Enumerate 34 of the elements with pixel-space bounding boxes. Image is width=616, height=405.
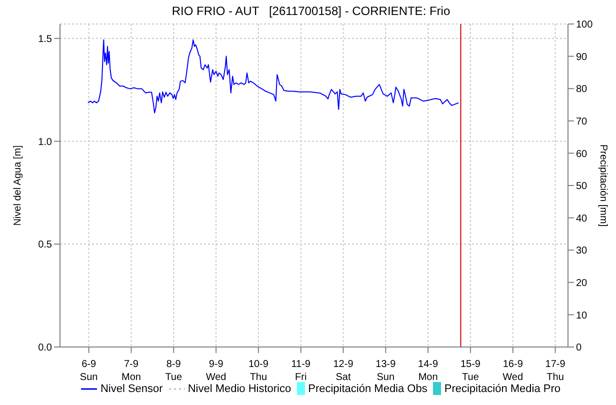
legend-label: Precipitación Media Obs [307, 382, 428, 395]
x-tick-label: 6-9 Sun [80, 359, 98, 383]
x-tick-label: 7-9 Mon [122, 359, 141, 383]
x-tick-label: 11-9 Fri [291, 359, 311, 383]
x-tick-label: 12-9 Sat [333, 359, 354, 383]
y2-tick-label: 20 [576, 278, 588, 289]
chart-title: RIO FRIO - AUT [2611700158] - CORRIENTE: Frio [170, 4, 452, 18]
legend-label: Precipitación Media Pro [443, 382, 561, 395]
y2-tick-label: 80 [576, 84, 588, 96]
x-tick-label: 9-9 Wed [206, 359, 226, 383]
x-tick-label: 8-9 Tue [165, 359, 182, 383]
y-tick-label: 1.5 [38, 34, 52, 45]
x-tick-label: 17-9 Thu [545, 359, 566, 383]
legend-label: Nivel Sensor [99, 382, 163, 395]
y2-tick-label: 100 [576, 20, 594, 31]
y2-tick-label: 50 [576, 181, 588, 192]
y2-tick-label: 30 [576, 246, 588, 257]
x-tick-label: 15-9 Tue [460, 359, 481, 383]
y2-axis-title: Precipitación [mm] [597, 144, 608, 227]
legend-label: Nivel Medio Historico [186, 382, 292, 395]
x-tick-label: 14-9 Mon [418, 359, 439, 383]
y2-tick-label: 60 [576, 148, 588, 160]
x-tick-label: 10-9 Thu [248, 359, 269, 383]
y2-tick-label: 70 [576, 116, 588, 128]
x-tick-label: 16-9 Wed [502, 359, 524, 383]
y2-tick-label: 10 [576, 310, 588, 322]
y-axis-title: Nivel del Agua [m] [12, 144, 24, 226]
y2-tick-label: 90 [576, 52, 588, 63]
y2-tick-label: 40 [576, 213, 588, 224]
x-tick-label: 13-9 Sun [376, 359, 396, 383]
y-tick-label: 1.0 [38, 136, 52, 148]
y2-tick-label: 0 [576, 342, 582, 354]
y-tick-label: 0.5 [38, 240, 52, 251]
y-tick-label: 0.0 [38, 342, 52, 354]
